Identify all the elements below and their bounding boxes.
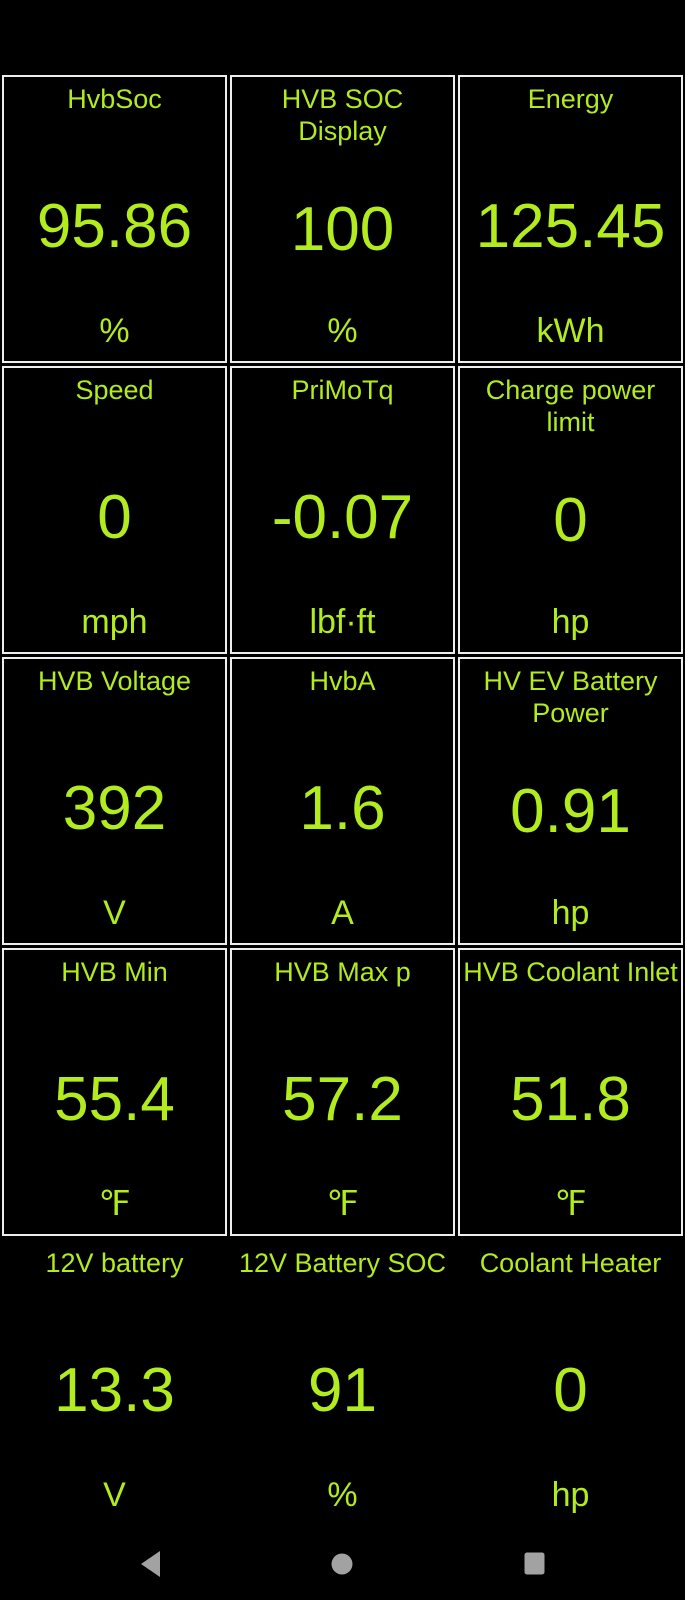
gauge-label: PriMoTq bbox=[291, 375, 394, 405]
gauge-label: HVB Max p bbox=[274, 957, 411, 987]
back-icon bbox=[141, 1550, 161, 1577]
gauge-label: HvbSoc bbox=[67, 84, 162, 114]
gauge-cell[interactable]: PriMoTq -0.07 lbf·ft bbox=[230, 366, 455, 654]
gauge-value: 100 bbox=[290, 195, 395, 265]
gauge-label: HvbA bbox=[309, 666, 376, 696]
gauge-cell[interactable]: HVB Max p 57.2 ℉ bbox=[230, 948, 455, 1236]
gauge-unit: V bbox=[103, 894, 126, 932]
gauge-value: 392 bbox=[62, 774, 167, 843]
gauge-unit: V bbox=[103, 1476, 126, 1514]
gauge-value: 0.91 bbox=[510, 777, 631, 847]
gauge-cell[interactable]: HvbSoc 95.86 % bbox=[2, 75, 227, 363]
gauge-cell[interactable]: Energy 125.45 kWh bbox=[458, 75, 683, 363]
gauge-value: 125.45 bbox=[475, 192, 666, 261]
gauge-unit: ℉ bbox=[554, 1185, 587, 1223]
recents-icon bbox=[524, 1552, 545, 1575]
gauge-unit: hp bbox=[551, 603, 590, 641]
gauge-unit: ℉ bbox=[326, 1185, 359, 1223]
gauge-value: 1.6 bbox=[299, 774, 386, 843]
gauge-value: 91 bbox=[308, 1356, 377, 1425]
gauge-cell[interactable]: 12V battery 13.3 V bbox=[2, 1239, 227, 1527]
gauge-cell[interactable]: Coolant Heater 0 hp bbox=[458, 1239, 683, 1527]
gauge-label: HV EV Battery Power bbox=[483, 666, 658, 728]
gauge-unit: mph bbox=[81, 603, 148, 641]
gauge-unit: % bbox=[327, 1476, 358, 1514]
gauge-unit: A bbox=[331, 894, 354, 932]
gauge-value: 0 bbox=[553, 486, 588, 556]
gauge-value: 51.8 bbox=[510, 1064, 631, 1134]
gauge-unit: % bbox=[327, 312, 358, 350]
gauge-value: 0 bbox=[97, 483, 132, 552]
gauge-unit: kWh bbox=[536, 312, 605, 350]
gauge-cell[interactable]: HVB SOC Display 100 % bbox=[230, 75, 455, 363]
gauge-label: HVB Min bbox=[61, 957, 168, 987]
back-button[interactable] bbox=[121, 1534, 181, 1594]
gauge-label: Coolant Heater bbox=[479, 1248, 662, 1278]
gauge-cell[interactable]: Speed 0 mph bbox=[2, 366, 227, 654]
gauge-label: HVB Voltage bbox=[37, 666, 192, 696]
gauge-cell[interactable]: HVB Min 55.4 ℉ bbox=[2, 948, 227, 1236]
gauge-unit: hp bbox=[551, 1476, 590, 1514]
gauge-label: Energy bbox=[527, 84, 614, 114]
gauge-grid: HvbSoc 95.86 % HVB SOC Display 100 % Ene… bbox=[0, 75, 685, 1527]
android-nav-bar bbox=[0, 1527, 685, 1600]
status-bar bbox=[0, 0, 685, 75]
gauge-cell[interactable]: HV EV Battery Power 0.91 hp bbox=[458, 657, 683, 945]
recents-button[interactable] bbox=[504, 1534, 564, 1594]
gauge-label: Charge power limit bbox=[485, 375, 656, 437]
gauge-value: 57.2 bbox=[282, 1064, 403, 1134]
gauge-label: HVB SOC Display bbox=[281, 84, 404, 146]
gauge-unit: lbf·ft bbox=[309, 603, 376, 641]
gauge-cell[interactable]: 12V Battery SOC 91 % bbox=[230, 1239, 455, 1527]
gauge-label: 12V Battery SOC bbox=[238, 1248, 447, 1278]
gauge-cell[interactable]: HVB Coolant Inlet 51.8 ℉ bbox=[458, 948, 683, 1236]
gauge-label: HVB Coolant Inlet bbox=[463, 957, 678, 987]
gauge-label: Speed bbox=[75, 375, 154, 405]
gauge-label: 12V battery bbox=[45, 1248, 184, 1278]
home-icon bbox=[331, 1553, 353, 1574]
gauge-value: 55.4 bbox=[54, 1064, 175, 1134]
gauge-cell[interactable]: HVB Voltage 392 V bbox=[2, 657, 227, 945]
home-button[interactable] bbox=[312, 1534, 372, 1594]
gauge-value: 0 bbox=[553, 1356, 588, 1425]
gauge-unit: hp bbox=[551, 894, 590, 932]
gauge-value: -0.07 bbox=[271, 483, 414, 552]
gauge-value: 13.3 bbox=[54, 1356, 175, 1425]
gauge-unit: ℉ bbox=[98, 1185, 131, 1223]
gauge-cell[interactable]: Charge power limit 0 hp bbox=[458, 366, 683, 654]
gauge-unit: % bbox=[99, 312, 130, 350]
gauge-cell[interactable]: HvbA 1.6 A bbox=[230, 657, 455, 945]
gauge-value: 95.86 bbox=[36, 192, 193, 261]
